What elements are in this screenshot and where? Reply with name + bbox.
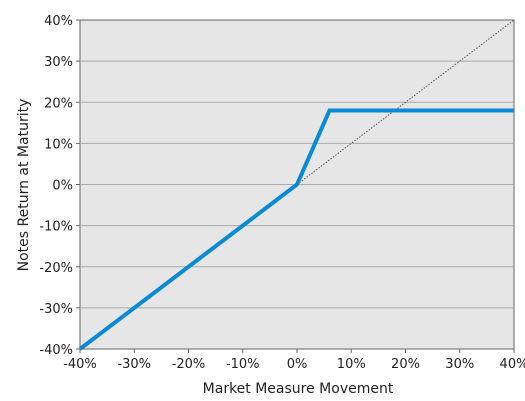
reference-diagonal-line (296, 19, 515, 185)
x-axis-title: Market Measure Movement (203, 381, 394, 397)
series-lines (78, 19, 515, 351)
x-tick-label: -30% (117, 357, 151, 372)
x-tick-label: -10% (226, 357, 260, 372)
y-tick-label: -10% (39, 220, 73, 235)
y-tick-label: -30% (39, 302, 73, 317)
x-tick-label: 40% (500, 357, 525, 372)
y-tick-label: -20% (39, 261, 73, 276)
y-axis-ticks: -40% -30% -20% -10% 0% 10% 20% 30% 40% (39, 14, 80, 358)
y-tick-label: 30% (44, 55, 73, 70)
y-tick-label: 20% (44, 96, 73, 111)
y-tick-label: -40% (39, 343, 73, 358)
x-axis-ticks: -40% -30% -20% -10% 0% 10% 20% 30% 40% (63, 349, 525, 372)
y-axis-title: Notes Return at Maturity (16, 99, 32, 272)
x-tick-label: 10% (337, 357, 366, 372)
gridlines (80, 60, 514, 309)
y-tick-label: 40% (44, 14, 73, 29)
x-tick-label: 30% (445, 357, 474, 372)
x-tick-label: 20% (391, 357, 420, 372)
x-tick-label: -20% (172, 357, 206, 372)
payoff-line (78, 108, 514, 351)
x-tick-label: 0% (287, 357, 308, 372)
x-tick-label: -40% (63, 357, 97, 372)
y-tick-label: 0% (52, 179, 73, 194)
y-tick-label: 10% (44, 137, 73, 152)
